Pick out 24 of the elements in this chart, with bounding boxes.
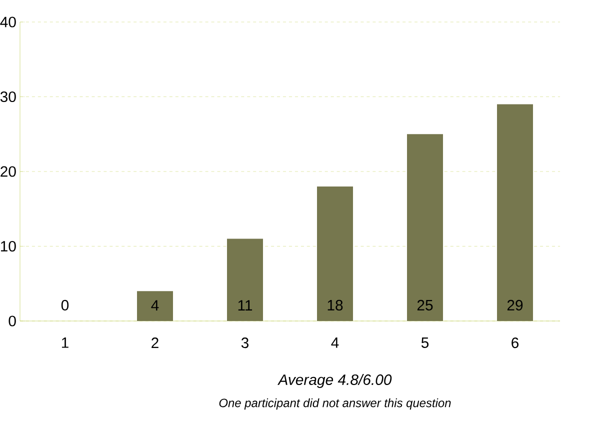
data-label: 25 <box>417 300 433 310</box>
y-tick-label: 30 <box>0 91 16 102</box>
bar <box>497 104 534 321</box>
data-label: 11 <box>238 300 252 310</box>
data-label: 0 <box>61 300 69 310</box>
x-tick-label: 3 <box>241 338 248 348</box>
text: One participant did not answer this question <box>219 398 451 410</box>
x-tick-label: 6 <box>512 338 519 348</box>
bar <box>317 186 354 321</box>
y-tick-label: 10 <box>1 240 16 252</box>
text: Average 4.8/6.00 <box>277 374 392 388</box>
bar <box>407 134 444 321</box>
y-tick-label: 40 <box>0 16 16 28</box>
x-tick-label: 2 <box>152 338 158 348</box>
y-tick-label: 20 <box>0 166 16 177</box>
x-tick-label: 1 <box>62 338 68 348</box>
bar <box>227 238 263 321</box>
y-tick-label: 0 <box>8 316 16 326</box>
data-label: 29 <box>507 300 523 310</box>
bar <box>137 291 173 321</box>
data-label: 4 <box>151 300 159 310</box>
x-tick-label: 5 <box>421 338 429 348</box>
x-tick-label: 4 <box>331 338 339 348</box>
data-label: 18 <box>328 300 343 310</box>
